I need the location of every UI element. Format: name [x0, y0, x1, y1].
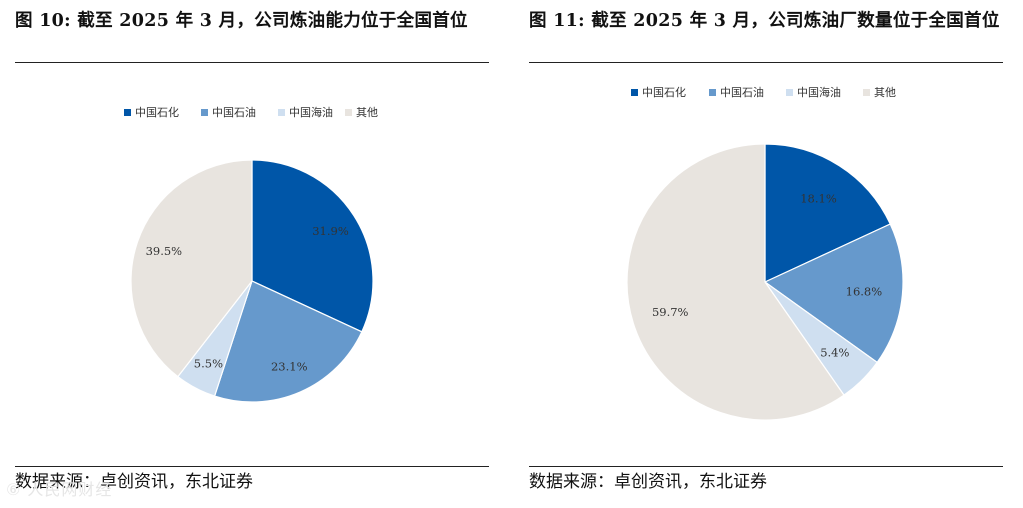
legend-label: 中国石化 — [135, 105, 179, 119]
legend-label: 中国海油 — [797, 85, 841, 99]
legend-swatch — [709, 89, 716, 96]
pie-slice — [251, 159, 374, 333]
chart-title: 图 11: 截至 2025 年 3 月，公司炼油厂数量位于全国首位 — [529, 11, 1000, 31]
title-rule — [15, 62, 489, 63]
slice-data-label: 31.9% — [312, 224, 349, 238]
legend-swatch — [345, 109, 352, 116]
legend-swatch — [278, 109, 285, 116]
slice-data-label: 5.4% — [820, 346, 849, 360]
legend-label: 中国石化 — [642, 85, 686, 99]
watermark: ⑥ 人民网财经 — [6, 480, 113, 499]
legend-item: 中国石油 — [201, 105, 256, 119]
legend-label: 其他 — [874, 86, 896, 99]
chart-panel-refining-capacity: 图 10: 截至 2025 年 3 月，公司炼油能力位于全国首位 中国石化 中国石… — [15, 0, 489, 508]
legend-label: 中国石油 — [720, 85, 764, 99]
legend-swatch — [863, 89, 870, 96]
legend-swatch — [631, 89, 638, 96]
slice-data-label: 18.1% — [800, 191, 837, 205]
slice-data-label: 59.7% — [652, 305, 689, 319]
pie-slice — [130, 159, 253, 378]
chart-title: 图 10: 截至 2025 年 3 月，公司炼油能力位于全国首位 — [15, 11, 468, 31]
legend-item: 中国海油 — [278, 105, 333, 119]
pie-slice — [213, 280, 363, 403]
legend-item: 中国石油 — [709, 85, 764, 99]
legend-label: 中国石油 — [212, 105, 256, 119]
pie-slice — [764, 143, 892, 283]
source-rule — [15, 466, 489, 467]
legend-swatch — [786, 89, 793, 96]
chart-source: 数据来源：卓创资讯，东北证券 — [529, 472, 767, 492]
legend-label: 中国海油 — [289, 105, 333, 119]
legend-item: 中国石化 — [124, 105, 179, 119]
title-rule — [529, 62, 1003, 63]
slice-data-label: 16.8% — [846, 284, 883, 298]
source-rule — [529, 466, 1003, 467]
chart-panel-refinery-count: 图 11: 截至 2025 年 3 月，公司炼油厂数量位于全国首位 中国石化 中国… — [529, 0, 1003, 508]
pie-chart-refinery-count: 中国石化 中国石油 中国海油 其他 18.1% 16.8% 5.4% 59.7% — [626, 85, 904, 421]
chart-source: 数据来源：卓创资讯，东北证券 — [15, 472, 253, 492]
legend-swatch — [124, 109, 131, 116]
slice-data-label: 5.5% — [194, 356, 223, 370]
pie-slice — [626, 143, 845, 421]
legend-swatch — [201, 109, 208, 116]
legend-label: 其他 — [356, 106, 378, 119]
legend-item: 其他 — [345, 106, 378, 119]
pie-chart-refining-capacity: 中国石化 中国石油 中国海油 其他 31.9% 23.1% 5.5% 39.5% — [124, 105, 378, 403]
slice-data-label: 23.1% — [271, 359, 308, 373]
legend-item: 中国石化 — [631, 85, 686, 99]
pie-slice — [763, 223, 904, 364]
legend-item: 中国海油 — [786, 85, 841, 99]
legend-item: 其他 — [863, 86, 896, 99]
slice-data-label: 39.5% — [146, 244, 183, 258]
